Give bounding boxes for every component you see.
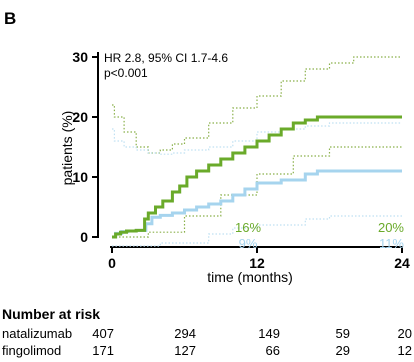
risk-row-fingolimod: fingolimod 171 127 66 29 12 xyxy=(2,343,414,359)
risk-value: 407 xyxy=(92,326,114,341)
y-ticks: 0 10 20 30 xyxy=(72,49,98,245)
x-tick-label: 24 xyxy=(394,255,410,271)
end-label-natalizumab-12m: 16% xyxy=(235,220,261,235)
y-tick-label: 10 xyxy=(72,169,88,185)
risk-value: 66 xyxy=(265,343,280,358)
p-value-annotation: p<0.001 xyxy=(104,66,148,80)
risk-value: 59 xyxy=(335,326,350,341)
hr-annotation: HR 2.8, 95% CI 1.7-4.6 xyxy=(104,51,228,65)
risk-table-title: Number at risk xyxy=(2,306,101,322)
risk-value: 127 xyxy=(174,343,196,358)
end-label-fingolimod-12m: 9% xyxy=(239,236,258,251)
risk-value: 171 xyxy=(92,343,114,358)
risk-row-label: natalizumab xyxy=(2,326,73,341)
risk-value: 149 xyxy=(258,326,280,341)
risk-value: 12 xyxy=(397,343,412,358)
series-layer xyxy=(112,56,402,247)
x-axis-label: time (months) xyxy=(207,269,293,285)
risk-row-natalizumab: natalizumab 407 294 149 59 20 xyxy=(2,326,414,342)
y-tick-label: 20 xyxy=(72,109,88,125)
x-tick-label: 12 xyxy=(249,255,265,271)
y-tick-label: 30 xyxy=(72,49,88,65)
x-ticks: 0 12 24 xyxy=(108,247,410,271)
series-line-fingolimod-95-ci-lower xyxy=(112,215,402,247)
risk-value: 20 xyxy=(397,326,412,341)
risk-value: 294 xyxy=(174,326,196,341)
panel-label: B xyxy=(4,9,16,28)
series-line-fingolimod-95-ci-upper xyxy=(112,122,402,155)
end-label-fingolimod-24m: 11% xyxy=(379,236,404,251)
km-plot: B 0 10 20 30 0 12 24 patients (%) time (month… xyxy=(4,9,410,285)
y-axis-label: patients (%) xyxy=(59,111,75,186)
y-tick-label: 0 xyxy=(80,229,88,245)
risk-value: 29 xyxy=(335,343,350,358)
series-line-natalizumab xyxy=(112,115,402,239)
end-label-natalizumab-24m: 20% xyxy=(378,220,404,235)
risk-row-label: fingolimod xyxy=(2,343,62,358)
series-line-natalizumab-95-ci-upper xyxy=(112,56,402,154)
x-tick-label: 0 xyxy=(108,255,116,271)
